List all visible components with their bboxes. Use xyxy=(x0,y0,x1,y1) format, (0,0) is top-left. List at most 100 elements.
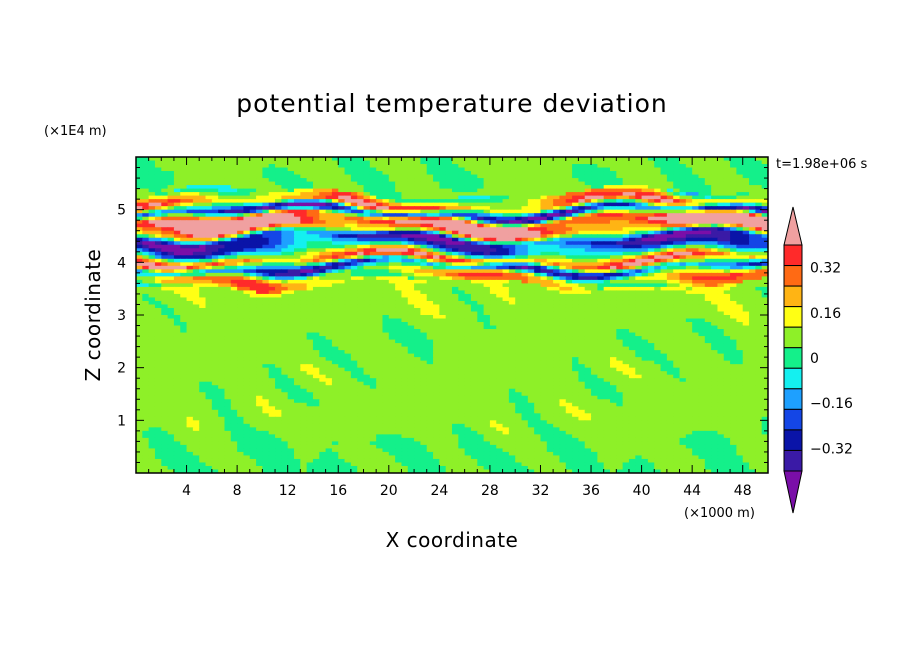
contour-cell xyxy=(717,160,725,165)
contour-cell xyxy=(730,325,737,330)
contour-cell xyxy=(433,269,440,274)
contour-cell xyxy=(452,181,459,186)
contour-cell xyxy=(199,241,207,246)
contour-cell xyxy=(464,213,472,218)
contour-cell xyxy=(527,283,535,288)
contour-cell xyxy=(306,181,314,186)
contour-cell xyxy=(508,248,516,253)
contour-cell xyxy=(622,322,630,327)
contour-cell xyxy=(521,199,529,204)
contour-cell xyxy=(553,209,561,214)
contour-cell xyxy=(603,283,611,288)
contour-cell xyxy=(679,265,687,270)
contour-cell xyxy=(483,329,491,334)
contour-cell xyxy=(363,325,371,330)
contour-cell xyxy=(211,199,219,204)
contour-cell xyxy=(610,300,617,306)
contour-cell xyxy=(325,202,333,207)
contour-cell xyxy=(559,181,567,186)
contour-cell xyxy=(553,251,561,256)
contour-cell xyxy=(641,185,649,190)
contour-cell xyxy=(698,206,706,211)
contour-cell xyxy=(591,258,598,263)
contour-cell xyxy=(148,213,156,218)
contour-cell xyxy=(445,241,453,246)
contour-cell xyxy=(331,269,339,274)
contour-cell xyxy=(167,185,175,190)
contour-cell xyxy=(496,329,504,334)
contour-cell xyxy=(477,258,485,263)
contour-cell xyxy=(344,293,352,299)
contour-cell xyxy=(628,307,636,313)
contour-cell xyxy=(350,290,358,295)
contour-cell xyxy=(256,251,263,256)
contour-cell xyxy=(331,227,339,232)
contour-cell xyxy=(420,206,428,211)
contour-cell xyxy=(572,227,579,232)
contour-cell xyxy=(338,237,346,242)
contour-cell xyxy=(660,157,668,162)
contour-cell xyxy=(325,258,333,263)
contour-cell xyxy=(306,329,314,334)
contour-cell xyxy=(199,164,207,169)
contour-cell xyxy=(685,234,693,239)
contour-cell xyxy=(717,227,725,232)
contour-cell xyxy=(502,300,510,306)
contour-cell xyxy=(515,325,523,330)
contour-cell xyxy=(692,167,700,172)
contour-cell xyxy=(477,293,485,299)
contour-cell xyxy=(192,216,200,221)
contour-cell xyxy=(268,164,276,169)
contour-cell xyxy=(470,223,478,228)
contour-cell xyxy=(243,297,251,302)
contour-cell xyxy=(641,164,649,169)
contour-cell xyxy=(628,157,636,162)
contour-cell xyxy=(635,322,643,327)
contour-cell xyxy=(654,258,662,263)
contour-cell xyxy=(300,255,308,260)
contour-cell xyxy=(515,276,523,281)
contour-cell xyxy=(628,315,636,320)
contour-cell xyxy=(565,322,573,327)
contour-cell xyxy=(439,251,447,256)
contour-cell xyxy=(230,178,238,183)
contour-cell xyxy=(401,164,409,169)
contour-cell xyxy=(496,227,504,232)
contour-cell xyxy=(470,209,478,214)
contour-cell xyxy=(635,255,643,260)
contour-cell xyxy=(540,255,548,260)
contour-cell xyxy=(761,318,768,323)
contour-cell xyxy=(603,216,611,221)
contour-cell xyxy=(483,244,491,249)
contour-cell xyxy=(300,265,308,270)
contour-cell xyxy=(723,199,731,204)
contour-cell xyxy=(559,322,567,327)
contour-cell xyxy=(357,304,365,309)
contour-cell xyxy=(452,195,459,200)
contour-cell xyxy=(148,300,156,306)
contour-cell xyxy=(704,157,712,162)
contour-cell xyxy=(338,216,346,221)
contour-cell xyxy=(761,311,768,316)
contour-cell xyxy=(483,262,491,267)
contour-cell xyxy=(647,199,655,204)
contour-cell xyxy=(628,178,636,183)
contour-cell xyxy=(723,304,731,309)
contour-cell xyxy=(420,279,428,284)
contour-cell xyxy=(357,269,365,274)
contour-cell xyxy=(603,258,611,263)
contour-cell xyxy=(420,199,428,204)
contour-cell xyxy=(433,230,440,235)
contour-cell xyxy=(331,244,339,249)
contour-cell xyxy=(230,255,238,260)
contour-cell xyxy=(534,315,542,320)
contour-cell xyxy=(357,192,365,197)
contour-cell xyxy=(622,223,630,228)
contour-cell xyxy=(243,206,251,211)
contour-cell xyxy=(363,255,371,260)
contour-cell xyxy=(401,290,409,295)
contour-cell xyxy=(407,311,415,316)
contour-cell xyxy=(376,202,384,207)
contour-cell xyxy=(685,171,693,176)
contour-cell xyxy=(382,223,390,228)
